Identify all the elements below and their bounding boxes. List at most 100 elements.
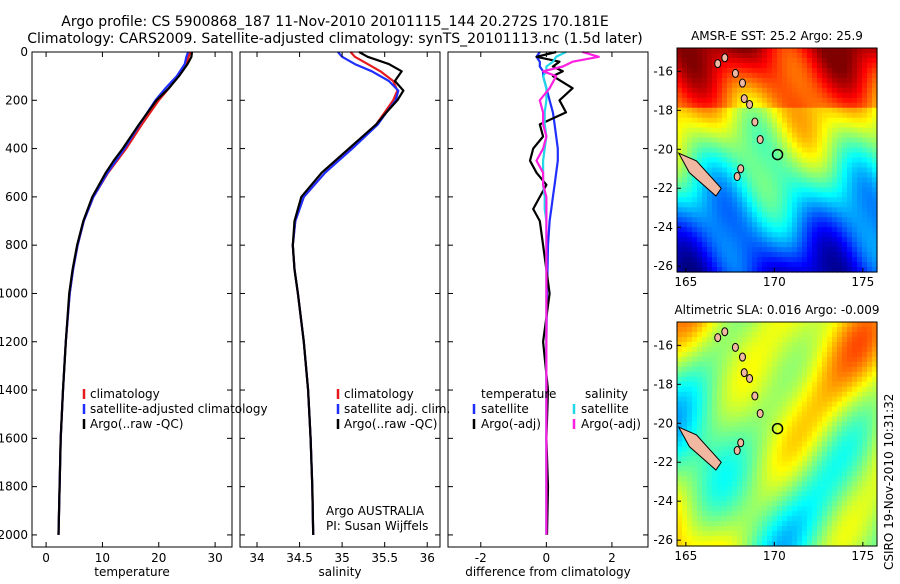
island-icon [740,368,748,378]
map-y-tick-label: -18 [653,103,673,117]
map-x-tick-label: 175 [851,549,874,563]
map-x-tick-label: 165 [674,275,697,289]
creation-stamp: CSIRO 19-Nov-2010 10:31:32 [882,394,896,570]
x-tick-label: -2 [475,551,487,565]
y-tick-label: 600 [5,190,28,204]
map-field [677,48,878,273]
y-tick-label: 1200 [0,335,28,349]
island-icon [721,53,729,63]
axes-frame [447,51,649,548]
axes-frame [31,51,233,548]
legend-label: satellite [481,402,529,416]
x-tick-label: 35.5 [371,551,398,565]
series-line-salinity-argo-adj- [535,50,600,535]
map-y-tick-label: -22 [653,181,673,195]
legend-label: satellite adj. clim. [344,402,450,416]
temperature-panel: 0 10 20 30 temperature 0 200 400 600 800 1000 1200 1… [0,45,268,579]
map-x-tick-label: 170 [763,275,786,289]
map-y-tick-label: -26 [653,533,673,547]
legend-label: climatology [90,387,160,401]
island-icon [756,409,764,419]
map-y-tick-label: -18 [653,377,673,391]
axes-frame [239,51,441,548]
island-icon [738,352,746,362]
island-icon [740,94,748,104]
y-tick-label: 1000 [0,286,28,300]
map-frame [676,321,878,547]
island-icon [733,172,741,182]
island-icon [737,164,745,174]
y-tick-label: 1800 [0,480,28,494]
island-icon [746,99,754,109]
map-y-tick-label: -22 [653,455,673,469]
series-line-satellite-adjusted-climatology [57,51,190,535]
island-icon [751,391,759,401]
x-axis-label: salinity [318,565,361,579]
island-icon [737,438,745,448]
map-y-tick-label: -24 [653,220,673,234]
data-source-annotation: PI: Susan Wijffels [326,519,428,533]
x-axis-label: difference from climatology [465,565,631,579]
map-y-tick-label: -20 [653,416,673,430]
salinity-panel: 34 34.5 35 35.5 36 salinity climatologysatelli… [239,51,450,579]
map-y-tick-label: -16 [653,338,673,352]
series-line-argo-raw-qc- [291,51,405,535]
new-caledonia-island [677,426,722,471]
x-tick-label: 2 [608,551,616,565]
y-tick-label: 1400 [0,383,28,397]
y-tick-label: 0 [20,45,28,59]
legend-label: climatology [344,387,414,401]
island-icon [738,78,746,88]
legend-label: Argo(-adj) [481,417,541,431]
map-y-tick-label: -16 [653,64,673,78]
series-line-temperature-argo-adj- [528,50,574,535]
island-icon [746,373,754,383]
y-tick-label: 200 [5,93,28,107]
island-icon [731,342,739,352]
figure-title-line1: Argo profile: CS 5900868_187 11-Nov-2010… [61,14,608,30]
legend-label: Argo(..raw -QC) [90,417,183,431]
island-icon [733,446,741,456]
map-y-tick-label: -20 [653,142,673,156]
map-x-tick-label: 175 [851,275,874,289]
argo-float-marker [771,148,784,161]
y-tick-label: 800 [5,238,28,252]
legend-title: temperature [481,387,556,401]
legend-title: salinity [585,387,628,401]
legend-label: Argo(-adj) [581,417,641,431]
new-caledonia-island [677,152,722,197]
island-icon [756,135,764,145]
y-tick-label: 400 [5,142,28,156]
argo-float-marker [771,422,784,435]
map-y-tick-label: -24 [653,494,673,508]
map-frame [676,47,878,273]
map-x-tick-label: 170 [763,549,786,563]
series-line-argo-raw-qc- [57,51,194,535]
island-icon [731,68,739,78]
x-tick-label: 10 [95,551,110,565]
x-tick-label: 35 [334,551,349,565]
x-axis-label: temperature [94,565,169,579]
x-tick-label: 30 [207,551,222,565]
x-tick-label: 0 [543,551,551,565]
series-line-climatology [57,51,192,535]
island-icon [751,117,759,127]
x-tick-label: 34.5 [286,551,313,565]
map-title: Altimetric SLA: 0.016 Argo: -0.009 [674,303,879,317]
map-x-tick-label: 165 [674,549,697,563]
x-tick-label: 20 [151,551,166,565]
island-icon [714,333,722,343]
data-source-annotation: Argo AUSTRALIA [326,504,425,518]
legend-label: satellite-adjusted climatology [90,402,268,416]
x-tick-label: 34 [249,551,264,565]
map-field [677,322,878,547]
island-icon [714,59,722,69]
series-line-climatology [291,51,399,535]
y-tick-label: 1600 [0,431,28,445]
x-tick-label: 36 [420,551,435,565]
legend-label: satellite [581,402,629,416]
sla-map-panel: Altimetric SLA: 0.016 Argo: -0.009 165 170… [653,303,879,563]
sst-map-panel: AMSR-E SST: 25.2 Argo: 25.9 165 170 175 -16 -… [653,29,878,289]
